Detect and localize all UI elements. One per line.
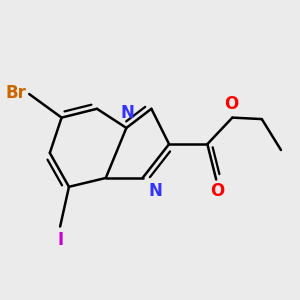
Text: Br: Br <box>5 84 26 102</box>
Text: N: N <box>121 104 135 122</box>
Text: O: O <box>211 182 225 200</box>
Text: I: I <box>57 231 63 249</box>
Text: N: N <box>148 182 162 200</box>
Text: O: O <box>224 95 238 113</box>
